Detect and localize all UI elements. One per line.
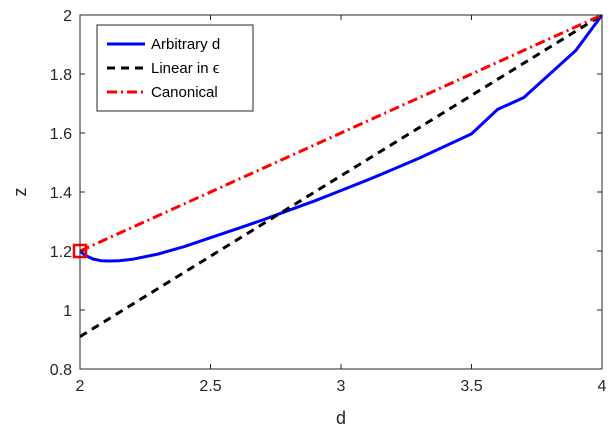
legend-label-2: Linear in ϵ [151, 60, 220, 77]
y-tick-label: 1.6 [50, 126, 72, 143]
y-tick-label: 2 [63, 8, 72, 25]
y-tick-label: 0.8 [50, 362, 72, 379]
legend-label-1: Arbitrary d [151, 36, 220, 53]
y-tick-label: 1.8 [50, 67, 72, 84]
y-tick-label: 1 [63, 303, 72, 320]
y-tick-label: 1.4 [50, 185, 72, 202]
x-tick-label: 2.5 [199, 378, 221, 395]
series-line-2 [79, 13, 603, 338]
y-tick-label: 1.2 [50, 244, 72, 261]
ticks-layer: 2 2.5 3 3.5 4 0.8 1 1.2 1.4 1.6 1.8 2 [50, 8, 607, 395]
x-tick-label: 4 [598, 378, 607, 395]
legend-label-3: Canonical [151, 84, 218, 101]
y-axis-label: z [10, 188, 30, 197]
series-line-1 [79, 14, 604, 263]
legend: Arbitrary d Linear in ϵ Canonical [96, 24, 254, 112]
x-tick-label: 3 [337, 378, 346, 395]
x-tick-label: 2 [76, 378, 85, 395]
x-tick-label: 3.5 [460, 378, 482, 395]
series-line-3 [79, 13, 603, 253]
x-axis-label: d [336, 408, 346, 428]
